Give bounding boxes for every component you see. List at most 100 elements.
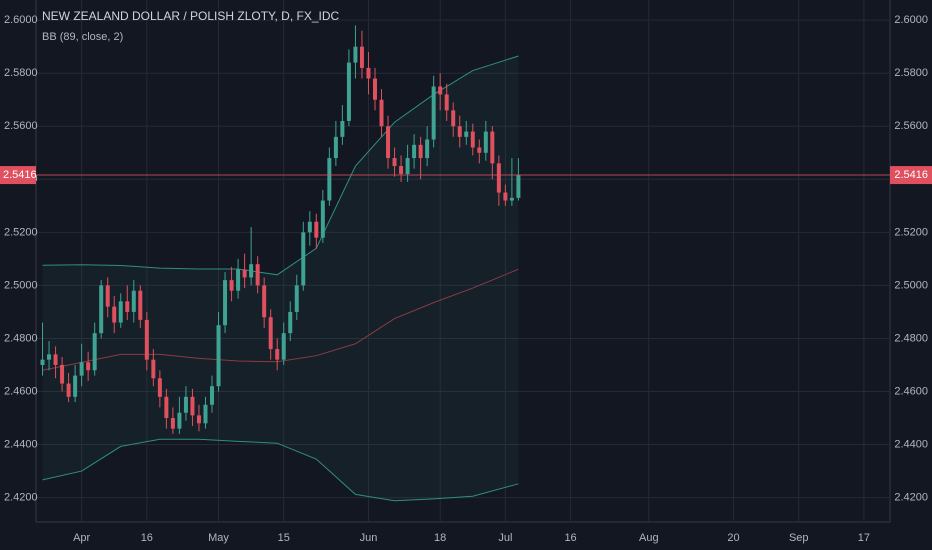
y-tick-label: 2.5600 (4, 120, 38, 132)
candle-body (353, 46, 358, 63)
y-tick-label-right: 2.4600 (894, 385, 928, 397)
x-tick-label: 16 (564, 532, 576, 544)
y-tick-label-right: 2.4400 (894, 438, 928, 450)
candle-body (464, 131, 469, 137)
indicator-label: BB (89, close, 2) (42, 31, 123, 43)
candle-body (509, 197, 514, 201)
candle-body (372, 78, 377, 100)
candle-body (294, 285, 299, 312)
x-tick-label: May (208, 532, 229, 544)
candle-body (470, 131, 475, 148)
candle-body (164, 396, 169, 419)
candle-body (444, 94, 449, 111)
candle-body (73, 375, 78, 397)
candle-body (268, 317, 273, 350)
candle-body (255, 264, 260, 286)
candle-body (320, 200, 325, 238)
candle-body (490, 131, 495, 164)
candle-body (346, 62, 351, 121)
candle-body (405, 158, 410, 174)
y-tick-label-right: 2.4800 (894, 332, 928, 344)
y-tick-label: 2.4400 (4, 438, 38, 450)
candle-body (392, 158, 397, 167)
x-tick-label: 20 (727, 532, 739, 544)
candle-body (99, 285, 104, 334)
candle-body (516, 175, 521, 198)
y-tick-label: 2.6000 (4, 14, 38, 26)
candle-body (425, 139, 430, 159)
candle-body (105, 285, 110, 307)
last-price-label-right: 2.5416 (894, 169, 928, 181)
x-tick-label: Jun (360, 532, 378, 544)
y-tick-label: 2.4600 (4, 385, 38, 397)
candle-body (340, 120, 345, 137)
candle-body (144, 319, 149, 360)
candle-body (60, 364, 65, 384)
x-tick-label: 17 (858, 532, 870, 544)
last-price-tag-left (0, 166, 36, 185)
candle-body (281, 333, 286, 360)
x-tick-label: 18 (434, 532, 446, 544)
candle-body (190, 396, 195, 416)
candle-body (92, 333, 97, 371)
x-tick-label: 16 (141, 532, 153, 544)
y-tick-label: 2.4200 (4, 492, 38, 504)
candle-body (216, 325, 221, 387)
candle-body (366, 67, 371, 79)
candle-body (249, 264, 254, 278)
candle-body (333, 136, 338, 159)
candle-body (242, 269, 247, 278)
band-lower (42, 438, 519, 502)
candle-body (86, 362, 91, 371)
y-tick-label-right: 2.5000 (894, 279, 928, 291)
x-tick-label: Sep (789, 532, 809, 544)
candle-body (483, 131, 488, 153)
candle-body (412, 144, 417, 159)
candle-body (236, 269, 241, 291)
candle-body (138, 290, 143, 320)
y-tick-label-right: 2.5200 (894, 226, 928, 238)
candle-body (183, 396, 188, 413)
candle-body (301, 232, 306, 286)
x-tick-label: Jul (498, 532, 512, 544)
y-tick-label-right: 2.4200 (894, 492, 928, 504)
candle-body (457, 126, 462, 137)
candle-body (438, 86, 443, 95)
candle-body (359, 46, 364, 68)
candle-body (503, 192, 508, 201)
candle-body (157, 378, 162, 397)
last-price-label-left: 2.5416 (3, 169, 37, 181)
y-tick-label: 2.5800 (4, 67, 38, 79)
candle-body (112, 306, 117, 323)
candle-body (307, 221, 312, 233)
candle-body (379, 99, 384, 127)
candle-body (53, 354, 58, 365)
y-tick-label-right: 2.5600 (894, 120, 928, 132)
chart-title: NEW ZEALAND DOLLAR / POLISH ZLOTY, D, FX… (42, 9, 340, 23)
candle-body (40, 359, 45, 365)
candle-body (196, 415, 201, 424)
candle-body (314, 221, 319, 238)
candle-body (118, 301, 123, 323)
y-tick-label-right: 2.5800 (894, 67, 928, 79)
candle-body (66, 383, 71, 397)
x-tick-label: Apr (73, 532, 90, 544)
candle-body (431, 86, 436, 140)
candle-body (223, 280, 228, 326)
candle-body (131, 290, 136, 312)
candle-body (496, 163, 501, 193)
candle-body (288, 311, 293, 334)
candle-body (229, 280, 234, 291)
x-tick-label: Aug (639, 532, 659, 544)
candle-body (170, 418, 175, 429)
y-tick-label: 2.4800 (4, 332, 38, 344)
candle-body (177, 412, 182, 429)
candle-body (203, 404, 208, 424)
y-tick-label: 2.5000 (4, 279, 38, 291)
candle-body (79, 362, 84, 376)
candle-body (125, 301, 130, 312)
y-tick-label: 2.5200 (4, 226, 38, 238)
candle-body (262, 285, 267, 318)
